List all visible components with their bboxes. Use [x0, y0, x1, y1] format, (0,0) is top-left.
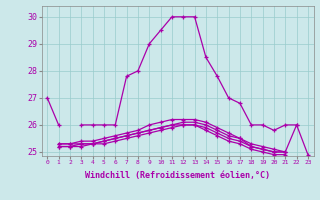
X-axis label: Windchill (Refroidissement éolien,°C): Windchill (Refroidissement éolien,°C) — [85, 171, 270, 180]
